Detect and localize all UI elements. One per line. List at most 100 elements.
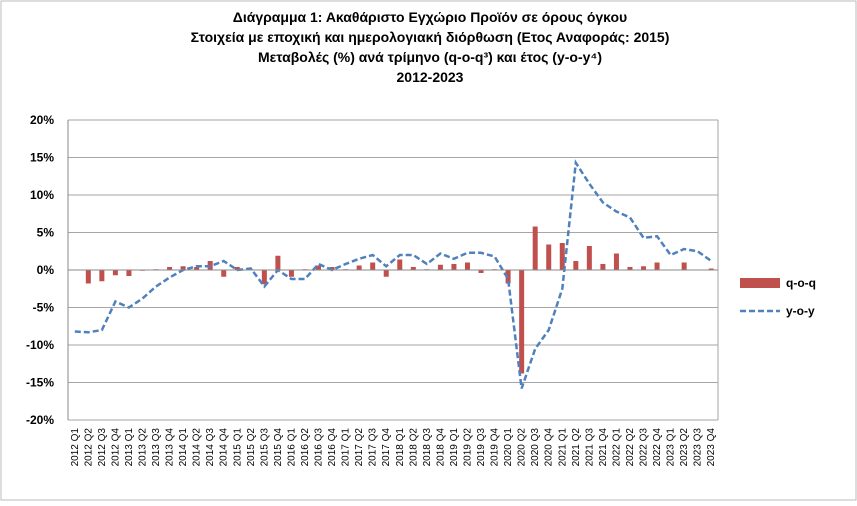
- bar: [167, 267, 173, 270]
- x-tick-label: 2016 Q2: [300, 428, 311, 467]
- bar: [288, 270, 294, 277]
- chart-title: Διάγραμμα 1: Ακαθάριστο Εγχώριο Προϊόν σ…: [233, 9, 627, 25]
- x-tick-label: 2019 Q3: [476, 428, 487, 467]
- x-tick-label: 2018 Q1: [395, 428, 406, 467]
- x-tick-label: 2016 Q4: [327, 428, 338, 467]
- chart-title: 2012-2023: [397, 69, 464, 85]
- x-tick-label: 2018 Q2: [408, 428, 419, 467]
- bar: [681, 262, 687, 270]
- bar: [383, 270, 389, 277]
- x-tick-label: 2017 Q1: [341, 428, 352, 467]
- x-tick-label: 2013 Q3: [151, 428, 162, 467]
- bar: [708, 268, 714, 270]
- x-tick-label: 2020 Q3: [530, 428, 541, 467]
- bar: [613, 253, 619, 270]
- y-tick-label: -20%: [26, 413, 54, 427]
- y-tick-label: -5%: [33, 301, 55, 315]
- x-tick-label: 2014 Q1: [178, 428, 189, 467]
- bar: [600, 264, 606, 270]
- y-tick-label: 5%: [37, 226, 55, 240]
- bar: [586, 246, 592, 270]
- x-tick-label: 2013 Q4: [165, 428, 176, 467]
- x-tick-label: 2016 Q1: [286, 428, 297, 467]
- bar: [234, 267, 240, 270]
- legend-label: q-o-q: [786, 276, 816, 290]
- line: [74, 159, 712, 389]
- bar: [410, 267, 416, 270]
- x-tick-label: 2017 Q3: [368, 428, 379, 467]
- bar: [559, 243, 565, 270]
- x-tick-label: 2015 Q1: [232, 428, 243, 467]
- x-tick-label: 2017 Q2: [354, 428, 365, 467]
- bar: [194, 267, 200, 270]
- chart-title: Στοιχεία με εποχική και ημερολογιακή διό…: [191, 29, 670, 45]
- x-tick-label: 2023 Q3: [693, 428, 704, 467]
- x-tick-label: 2020 Q2: [517, 428, 528, 467]
- y-tick-label: 15%: [30, 151, 54, 165]
- x-tick-label: 2021 Q3: [584, 428, 595, 467]
- x-tick-label: 2022 Q3: [639, 428, 650, 467]
- x-tick-label: 2023 Q2: [679, 428, 690, 467]
- x-tick-label: 2023 Q1: [666, 428, 677, 467]
- bar: [641, 266, 647, 270]
- x-tick-label: 2021 Q1: [557, 428, 568, 467]
- y-tick-label: -10%: [26, 338, 54, 352]
- x-tick-label: 2012 Q4: [110, 428, 121, 467]
- bar: [519, 270, 525, 374]
- x-tick-label: 2019 Q4: [490, 428, 501, 467]
- x-tick-label: 2021 Q2: [571, 428, 582, 467]
- legend-swatch: [740, 278, 780, 288]
- bar: [654, 262, 660, 270]
- bar: [112, 270, 118, 276]
- bar: [451, 264, 457, 270]
- x-tick-label: 2018 Q4: [435, 428, 446, 467]
- x-tick-label: 2015 Q2: [246, 428, 257, 467]
- x-tick-label: 2012 Q1: [70, 428, 81, 467]
- x-tick-label: 2020 Q1: [503, 428, 514, 467]
- bar: [370, 262, 376, 270]
- bar: [356, 265, 362, 270]
- x-tick-label: 2023 Q4: [706, 428, 717, 467]
- bar: [99, 270, 105, 282]
- x-tick-label: 2012 Q2: [83, 428, 94, 467]
- bar: [478, 270, 484, 273]
- bar: [275, 255, 281, 270]
- x-tick-label: 2014 Q3: [205, 428, 216, 467]
- x-tick-label: 2013 Q1: [124, 428, 135, 467]
- x-tick-label: 2014 Q4: [219, 428, 230, 467]
- bar: [437, 264, 443, 270]
- y-tick-label: 10%: [30, 188, 54, 202]
- bar: [397, 259, 403, 270]
- chart-title: Μεταβολές (%) ανά τρίμηνο (q-o-q³) και έ…: [258, 49, 602, 65]
- x-tick-label: 2014 Q2: [192, 428, 203, 467]
- x-tick-label: 2017 Q4: [381, 428, 392, 467]
- x-tick-label: 2020 Q4: [544, 428, 555, 467]
- bar: [464, 262, 470, 270]
- x-tick-label: 2019 Q1: [449, 428, 460, 467]
- bar: [627, 267, 633, 270]
- bar: [532, 226, 538, 270]
- y-tick-label: 0%: [37, 263, 55, 277]
- bar: [316, 265, 322, 270]
- bar: [261, 270, 267, 285]
- x-tick-label: 2022 Q1: [611, 428, 622, 467]
- x-tick-label: 2013 Q2: [137, 428, 148, 467]
- x-tick-label: 2019 Q2: [462, 428, 473, 467]
- x-tick-label: 2015 Q3: [259, 428, 270, 467]
- legend-label: y-o-y: [786, 304, 815, 318]
- bar: [180, 266, 186, 270]
- x-tick-label: 2022 Q2: [625, 428, 636, 467]
- x-tick-label: 2021 Q4: [598, 428, 609, 467]
- y-tick-label: 20%: [30, 113, 54, 127]
- bar: [85, 270, 91, 284]
- x-tick-label: 2016 Q3: [314, 428, 325, 467]
- x-tick-label: 2015 Q4: [273, 428, 284, 467]
- y-tick-label: -15%: [26, 376, 54, 390]
- bar: [329, 267, 335, 270]
- bar: [126, 270, 132, 276]
- x-tick-label: 2018 Q3: [422, 428, 433, 467]
- x-tick-label: 2022 Q4: [652, 428, 663, 467]
- x-tick-label: 2012 Q3: [97, 428, 108, 467]
